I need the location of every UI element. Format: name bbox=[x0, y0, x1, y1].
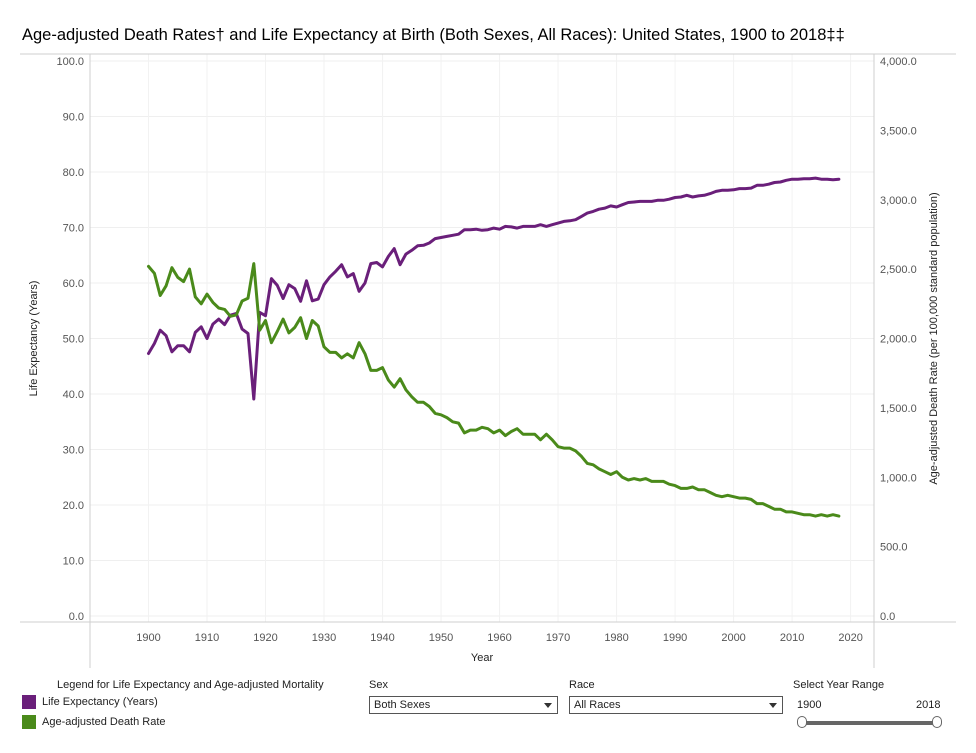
series-lines bbox=[147, 176, 841, 518]
life-expectancy-line[interactable] bbox=[147, 176, 841, 401]
y2-tick-label: 4,000.0 bbox=[880, 56, 917, 68]
year-range-handle-max[interactable] bbox=[932, 716, 942, 728]
x-axis-title: Year bbox=[471, 652, 494, 664]
death-rate-line[interactable] bbox=[147, 262, 841, 518]
gridlines bbox=[90, 54, 874, 622]
x-tick-label: 1910 bbox=[195, 632, 219, 644]
race-value: All Races bbox=[574, 699, 621, 711]
legend-item-death-rate[interactable]: Age-adjusted Death Rate bbox=[22, 715, 166, 729]
y-tick-label: 40.0 bbox=[63, 389, 84, 401]
y-tick-label: 80.0 bbox=[63, 167, 84, 179]
axes bbox=[20, 53, 956, 668]
year-range-slider-track[interactable] bbox=[801, 721, 937, 725]
legend-label: Age-adjusted Death Rate bbox=[42, 716, 166, 728]
y2-tick-label: 3,500.0 bbox=[880, 125, 917, 137]
x-tick-label: 1980 bbox=[604, 632, 628, 644]
x-tick-label: 1940 bbox=[370, 632, 394, 644]
race-dropdown[interactable]: All Races bbox=[569, 696, 783, 714]
x-tick-label: 1900 bbox=[136, 632, 160, 644]
legend-label: Life Expectancy (Years) bbox=[42, 696, 158, 708]
x-tick-label: 2010 bbox=[780, 632, 804, 644]
legend-swatch bbox=[22, 715, 36, 729]
y2-tick-label: 2,000.0 bbox=[880, 334, 917, 346]
x-tick-label: 1950 bbox=[429, 632, 453, 644]
y-tick-label: 10.0 bbox=[63, 556, 84, 568]
y2-tick-label: 1,500.0 bbox=[880, 403, 917, 415]
y-tick-label: 20.0 bbox=[63, 500, 84, 512]
year-range-label: Select Year Range bbox=[793, 679, 885, 691]
y-tick-label: 90.0 bbox=[63, 112, 84, 124]
y2-tick-label: 2,500.0 bbox=[880, 264, 917, 276]
chevron-down-icon bbox=[544, 703, 552, 708]
y-tick-label: 100.0 bbox=[56, 56, 84, 68]
y2-tick-label: 1,000.0 bbox=[880, 472, 917, 484]
year-range-min: 1900 bbox=[797, 699, 822, 711]
legend-title: Legend for Life Expectancy and Age-adjus… bbox=[57, 679, 324, 691]
x-tick-label: 2000 bbox=[721, 632, 745, 644]
y-tick-label: 0.0 bbox=[69, 611, 84, 623]
y2-tick-label: 3,000.0 bbox=[880, 195, 917, 207]
y-tick-label: 30.0 bbox=[63, 445, 84, 457]
sex-dropdown[interactable]: Both Sexes bbox=[369, 696, 558, 714]
chart-title: Age-adjusted Death Rates† and Life Expec… bbox=[22, 26, 845, 44]
x-tick-label: 1960 bbox=[487, 632, 511, 644]
legend-item-life-expectancy[interactable]: Life Expectancy (Years) bbox=[22, 695, 158, 709]
x-tick-label: 1990 bbox=[663, 632, 687, 644]
chevron-down-icon bbox=[769, 703, 777, 708]
race-label: Race bbox=[569, 679, 595, 691]
sex-label: Sex bbox=[369, 679, 388, 691]
sex-value: Both Sexes bbox=[374, 699, 431, 711]
x-tick-label: 2020 bbox=[838, 632, 862, 644]
y2-tick-label: 0.0 bbox=[880, 611, 895, 623]
y-tick-label: 60.0 bbox=[63, 278, 84, 290]
y-axis-title: Life Expectancy (Years) bbox=[28, 281, 40, 397]
y-tick-label: 70.0 bbox=[63, 223, 84, 235]
x-tick-label: 1920 bbox=[253, 632, 277, 644]
y2-axis-title: Age-adjusted Death Rate (per 100,000 sta… bbox=[928, 192, 940, 484]
y2-tick-label: 500.0 bbox=[880, 542, 908, 554]
legend-swatch bbox=[22, 695, 36, 709]
x-tick-label: 1970 bbox=[546, 632, 570, 644]
tick-labels: 0.0 10.0 20.0 30.0 40.0 50.0 60.0 70.0 80.0 90.0 1… bbox=[28, 56, 940, 664]
y-tick-label: 50.0 bbox=[63, 334, 84, 346]
x-tick-label: 1930 bbox=[312, 632, 336, 644]
year-range-max: 2018 bbox=[916, 699, 941, 711]
year-range-handle-min[interactable] bbox=[797, 716, 807, 728]
